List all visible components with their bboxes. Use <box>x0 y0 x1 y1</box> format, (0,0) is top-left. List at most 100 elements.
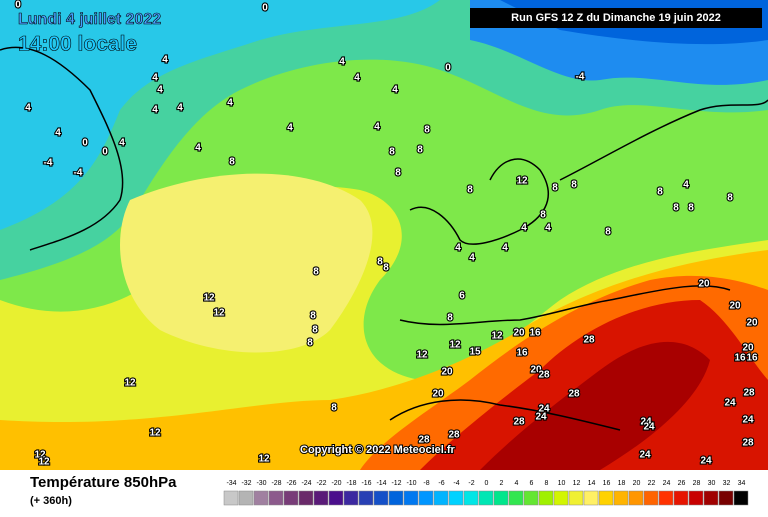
contour-label: 12 <box>491 331 503 342</box>
contour-label: 8 <box>389 147 395 158</box>
legend-swatch <box>688 490 704 506</box>
contour-label: 4 <box>339 57 345 68</box>
contour-label: 16 <box>516 348 528 359</box>
footer-title: Température 850hPa <box>30 474 177 491</box>
contour-label: 6 <box>459 291 465 302</box>
contour-label: 8 <box>310 311 316 322</box>
legend-tick-label: -22 <box>316 480 326 487</box>
legend-swatch <box>718 490 734 506</box>
contour-label: 8 <box>727 193 733 204</box>
run-box <box>470 8 762 28</box>
contour-label: 12 <box>449 340 461 351</box>
contour-label: 4 <box>177 103 183 114</box>
contour-label: 4 <box>25 103 31 114</box>
contour-label: 8 <box>424 125 430 136</box>
contour-label: 24 <box>724 398 736 409</box>
contour-label: 8 <box>417 145 423 156</box>
contour-label: 24 <box>639 450 651 461</box>
contour-label: 12 <box>258 454 270 465</box>
legend-swatch <box>418 490 434 506</box>
contour-label: 12 <box>149 428 161 439</box>
contour-label: 4 <box>545 223 551 234</box>
legend-swatch <box>448 490 464 506</box>
contour-label: 28 <box>568 389 580 400</box>
contour-label: 8 <box>307 338 313 349</box>
legend-tick-label: -4 <box>453 480 459 487</box>
legend-swatch <box>238 490 254 506</box>
contour-label: 8 <box>313 267 319 278</box>
contour-label: 8 <box>605 227 611 238</box>
contour-label: 20 <box>513 328 525 339</box>
legend-swatch <box>508 490 524 506</box>
contour-label: 24 <box>538 404 550 415</box>
legend-swatch <box>583 490 599 506</box>
legend-tick-label: 0 <box>485 480 489 487</box>
legend-tick-label: -32 <box>241 480 251 487</box>
contour-label: -4 <box>576 72 585 83</box>
legend-tick-label: 14 <box>588 480 596 487</box>
legend-swatch <box>598 490 614 506</box>
contour-label: 8 <box>540 210 546 221</box>
legend-swatch <box>298 490 314 506</box>
contour-label: 12 <box>516 176 528 187</box>
contour-label: 20 <box>746 318 758 329</box>
contour-label: 8 <box>383 263 389 274</box>
contour-label: 28 <box>418 435 430 446</box>
legend-swatch <box>358 490 374 506</box>
contour-label: 28 <box>743 388 755 399</box>
legend-tick-label: -6 <box>438 480 444 487</box>
legend: -34 -32 -30 -28 -26 -24 -22 -20 -18 -16 -14 -12 -10-… <box>223 480 749 506</box>
contour-label: 24 <box>700 456 712 467</box>
legend-tick-label: 10 <box>558 480 566 487</box>
warm-zone <box>120 173 373 353</box>
legend-swatch <box>388 490 404 506</box>
legend-tick-label: 6 <box>530 480 534 487</box>
contour-label: 8 <box>467 185 473 196</box>
contour-label: 24 <box>742 415 754 426</box>
contour-label: 4 <box>287 123 293 134</box>
legend-swatch <box>703 490 719 506</box>
legend-tick-label: 34 <box>738 480 746 487</box>
legend-swatch <box>493 490 509 506</box>
contour-label: 0 <box>262 3 268 14</box>
contour-label: 28 <box>513 417 525 428</box>
legend-tick-label: 18 <box>618 480 626 487</box>
legend-swatch <box>553 490 569 506</box>
legend-swatch <box>313 490 329 506</box>
legend-tick-label: -30 <box>256 480 266 487</box>
contour-label: 28 <box>538 370 550 381</box>
forecast-date: Lundi 4 juillet 2022 <box>18 11 161 28</box>
legend-tick-label: 16 <box>603 480 611 487</box>
contour-label: 20 <box>698 279 710 290</box>
contour-label: 4 <box>152 105 158 116</box>
contour-label: 0 <box>15 0 21 11</box>
contour-label: 16 <box>746 353 758 364</box>
contour-label: -4 <box>44 158 53 169</box>
legend-swatch <box>733 490 749 506</box>
legend-swatch <box>223 490 239 506</box>
contour-label: 8 <box>552 183 558 194</box>
contour-label: 8 <box>571 180 577 191</box>
contour-label: 8 <box>657 187 663 198</box>
legend-tick-label: -2 <box>468 480 474 487</box>
run-info: Run GFS 12 Z du Dimanche 19 juin 2022 <box>511 12 721 24</box>
contour-label: 4 <box>227 98 233 109</box>
legend-swatch <box>673 490 689 506</box>
legend-swatch <box>613 490 629 506</box>
contour-label: 24 <box>643 422 655 433</box>
contour-label: 20 <box>729 301 741 312</box>
contour-label: 4 <box>683 180 689 191</box>
contour-label: 28 <box>583 335 595 346</box>
legend-tick-label: -24 <box>301 480 311 487</box>
legend-swatch <box>283 490 299 506</box>
contour-label: 8 <box>673 203 679 214</box>
contour-label: 12 <box>203 293 215 304</box>
contour-label: 28 <box>742 438 754 449</box>
contour-label: 0 <box>102 147 108 158</box>
contour-label: 12 <box>34 450 46 461</box>
contour-label: 4 <box>157 85 163 96</box>
legend-tick-label: -20 <box>331 480 341 487</box>
legend-swatch <box>373 490 389 506</box>
legend-swatch <box>328 490 344 506</box>
